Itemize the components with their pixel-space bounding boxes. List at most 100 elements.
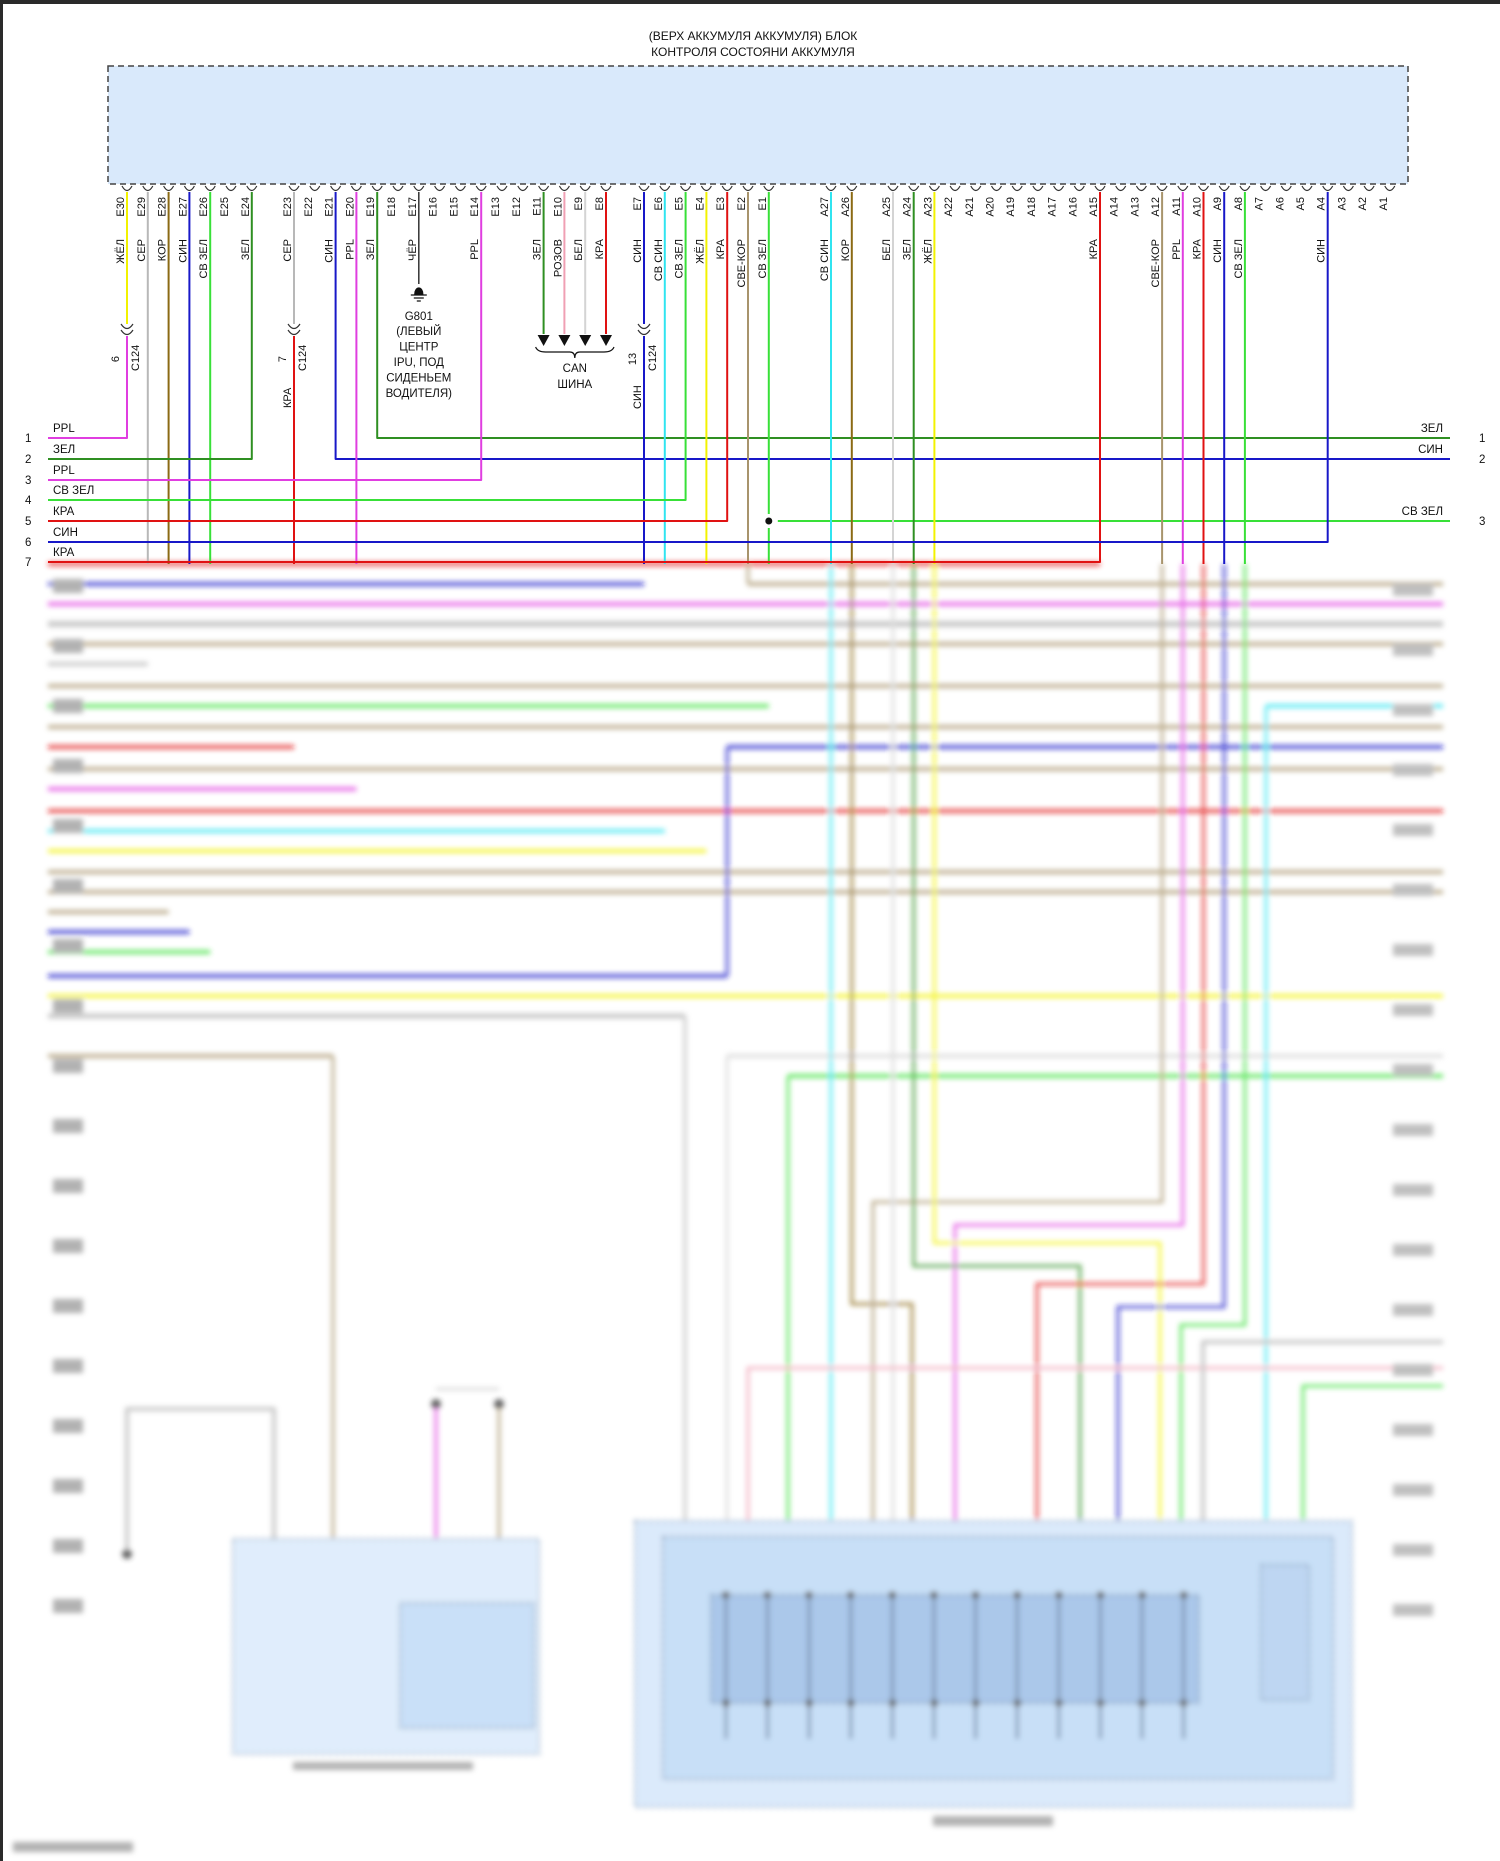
wire-color-label: ЖЁЛ — [115, 239, 127, 264]
pin-label-a23: A23 — [922, 197, 934, 217]
blurred-fuse-dot — [763, 1591, 772, 1599]
row-wire-label: КРА — [53, 506, 75, 518]
connector-name: C124 — [647, 345, 659, 371]
blurred-row-label — [1393, 1424, 1433, 1436]
pin-label-a20: A20 — [985, 197, 997, 217]
blurred-lower-diagram — [13, 562, 1443, 1852]
pin-label-e30: E30 — [115, 197, 127, 217]
ground-id: G801 — [405, 311, 433, 323]
wire — [48, 192, 1101, 563]
pin-socket-icon — [1239, 185, 1251, 192]
blurred-fuse-dot — [971, 1699, 980, 1707]
blurred-dot — [494, 1399, 504, 1409]
pin-label-a27: A27 — [819, 197, 831, 217]
blurred-fuse-dot — [805, 1591, 814, 1599]
blurred-fuse-dot — [1054, 1591, 1063, 1599]
pin-label-a12: A12 — [1150, 197, 1162, 217]
blurred-fuse-dot — [1054, 1699, 1063, 1707]
wire-color-label: СИН — [632, 239, 644, 263]
pin-socket-icon — [700, 185, 712, 192]
row-number: 4 — [25, 495, 32, 507]
blurred-row-label — [1393, 944, 1433, 956]
module-title-line2: КОНТРОЛЯ СОСТОЯНИ АККУМУЛЯ — [651, 45, 855, 59]
blurred-row-label — [1393, 644, 1433, 656]
pin-label-e6: E6 — [653, 197, 665, 210]
blurred-fuse-dot — [1179, 1699, 1188, 1707]
row-wire-label: ЗЕЛ — [1421, 423, 1443, 435]
pin-label-e9: E9 — [573, 197, 585, 210]
pin-label-e22: E22 — [303, 197, 315, 217]
blurred-row-label — [53, 579, 83, 593]
module-title-line1: (ВЕРХ АККУМУЛЯ АККУМУЛЯ) БЛОК — [648, 29, 858, 43]
pin-socket-icon — [517, 185, 529, 192]
pin-socket-icon — [990, 185, 1003, 192]
pin-socket-icon — [1053, 185, 1065, 192]
pin-label-a4: A4 — [1316, 197, 1328, 210]
pin-label-a16: A16 — [1067, 197, 1079, 217]
blurred-component-box — [399, 1602, 535, 1729]
blurred-dot — [431, 1399, 441, 1409]
pin-socket-icon — [846, 185, 858, 192]
ground-icon — [410, 287, 427, 302]
blurred-row-label — [53, 999, 83, 1013]
wire-color-label: PPL — [1171, 239, 1183, 260]
can-arrow-icon — [537, 335, 550, 346]
ground-location: ВОДИТЕЛЯ) — [386, 388, 453, 400]
pin-socket-icon — [742, 185, 754, 192]
pin-socket-icon — [1177, 185, 1189, 192]
pin-socket-icon — [1322, 185, 1334, 192]
pin-socket-icon — [496, 185, 508, 192]
blurred-fuse-dot — [888, 1591, 897, 1599]
blurred-fuse-dot — [1096, 1591, 1105, 1599]
pin-socket-icon — [1115, 185, 1127, 192]
can-bus-label: ШИНА — [557, 379, 592, 391]
module-title: (ВЕРХ АККУМУЛЯ АККУМУЛЯ) БЛОК КОНТРОЛЯ С… — [3, 28, 1500, 60]
row-wire-label: ЗЕЛ — [53, 444, 75, 456]
connector-name: C124 — [130, 345, 142, 371]
row-wire-label: СВ ЗЕЛ — [53, 485, 94, 497]
blurred-footer-text — [13, 1842, 133, 1852]
pin-label-e19: E19 — [365, 197, 377, 217]
blurred-row-label — [53, 639, 83, 653]
wire-color-label: КРА — [594, 238, 606, 259]
pin-label-a7: A7 — [1254, 197, 1266, 210]
wire-color-label: КРА — [715, 238, 727, 259]
inline-connector-icon — [120, 323, 134, 336]
pin-socket-icon — [928, 185, 940, 192]
pin-label-e21: E21 — [324, 197, 336, 217]
row-wire-label: СИН — [53, 527, 78, 539]
blurred-fuse-dot — [846, 1699, 855, 1707]
row-number: 6 — [25, 537, 31, 549]
pin-socket-icon — [600, 185, 612, 192]
blurred-row-label — [53, 1179, 83, 1193]
pin-label-a1: A1 — [1378, 197, 1390, 210]
blurred-row-label — [53, 1359, 83, 1373]
ground-location: IPU, ПОД — [394, 357, 445, 369]
row-wire-label: PPL — [53, 465, 75, 477]
blurred-wire — [932, 564, 1162, 1521]
pin-label-a6: A6 — [1274, 197, 1286, 210]
pin-socket-icon — [371, 185, 383, 192]
harness-rows: 1 PPL 2 ЗЕЛ 3 PPL 4 СВ ЗЕЛ 5 КРА 6 СИН 7 КРА 1 ЗЕЛ 2 СИН 3… — [25, 423, 1485, 569]
blurred-fuse-dot — [971, 1591, 980, 1599]
pin-socket-icon — [1156, 185, 1168, 192]
pin-label-a15: A15 — [1088, 197, 1100, 217]
wire — [48, 192, 483, 481]
pin-socket-icon — [763, 185, 775, 192]
blurred-row-label — [1393, 584, 1433, 596]
pin-label-a2: A2 — [1357, 197, 1369, 210]
row-number: 2 — [25, 454, 31, 466]
blurred-wire — [1116, 564, 1226, 1521]
pin-socket-icon — [350, 185, 362, 192]
wire-color-label: КОР — [840, 239, 852, 261]
blurred-fuse-dot — [805, 1699, 814, 1707]
pin-socket-icon — [538, 185, 550, 192]
pin-socket-icon — [579, 185, 591, 192]
row-number: 3 — [1479, 516, 1485, 528]
blurred-caption-text — [293, 1762, 473, 1770]
pin-label-a19: A19 — [1005, 197, 1017, 217]
pin-socket-icon — [330, 185, 342, 192]
row-wire-label: PPL — [53, 423, 75, 435]
blurred-row-label — [1393, 1004, 1433, 1016]
